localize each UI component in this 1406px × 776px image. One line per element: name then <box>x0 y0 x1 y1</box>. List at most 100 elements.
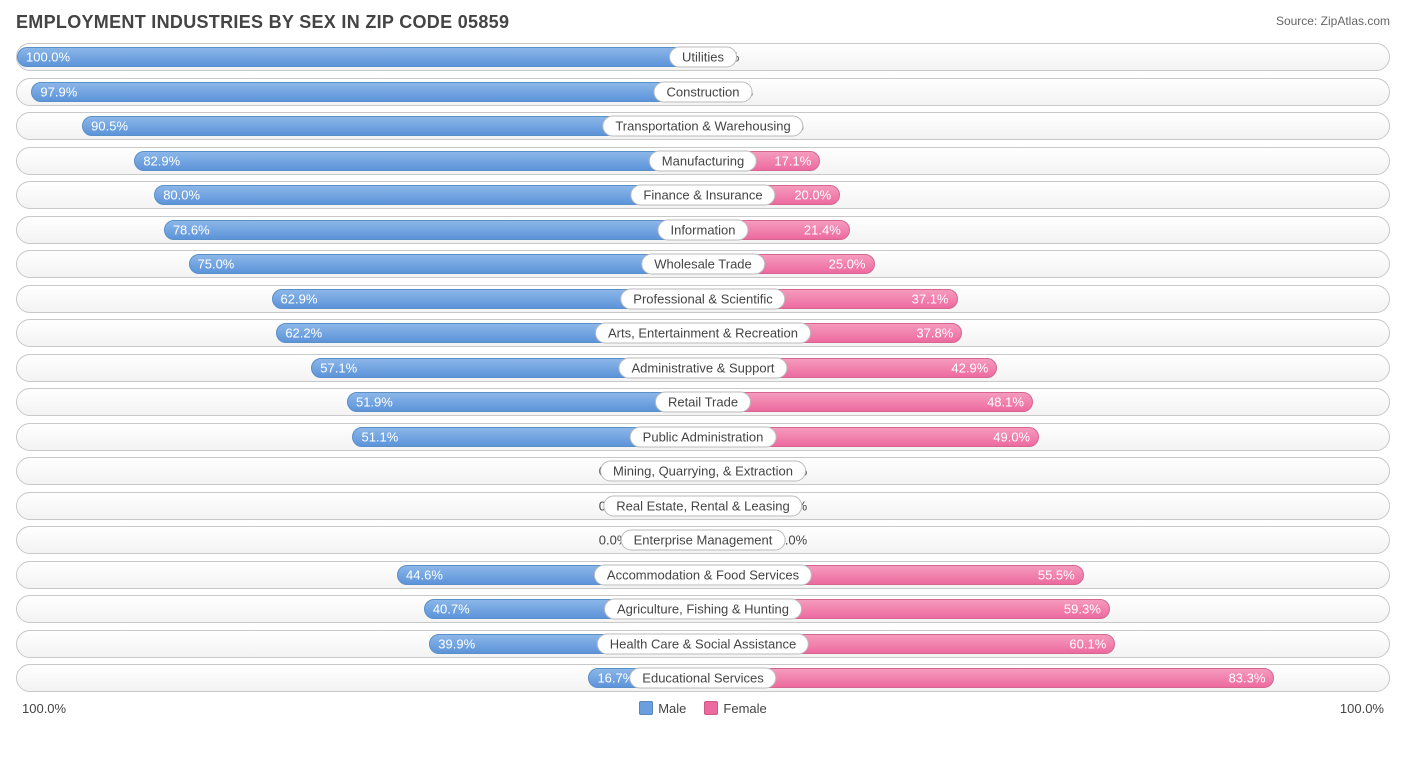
chart-area: 100.0%0.0%Utilities97.9%2.1%Construction… <box>16 43 1390 692</box>
chart-row: 90.5%9.5%Transportation & Warehousing <box>16 112 1390 140</box>
chart-row: 40.7% 59.3% Agriculture, Fishing & Hunting <box>16 595 1390 623</box>
male-bar: 51.9% <box>347 392 703 412</box>
male-half: 51.9% <box>17 389 703 415</box>
chart-row: 16.7%83.3%Educational Services <box>16 664 1390 692</box>
category-label: Agriculture, Fishing & Hunting <box>604 599 802 620</box>
female-half: 0.0% <box>703 493 1389 519</box>
female-half: 21.4% <box>703 217 1389 243</box>
female-pct-label: 17.1% <box>774 153 811 168</box>
male-half: 82.9% <box>17 148 703 174</box>
axis-right-label: 100.0% <box>1340 701 1384 716</box>
chart-row: 51.9% 48.1% Retail Trade <box>16 388 1390 416</box>
male-pct-label: 78.6% <box>173 222 210 237</box>
female-pct-label: 55.5% <box>1038 567 1075 582</box>
female-half: 59.3% <box>703 596 1389 622</box>
category-label: Construction <box>654 81 753 102</box>
male-half: 57.1% <box>17 355 703 381</box>
chart-row: 78.6% 21.4% Information <box>16 216 1390 244</box>
category-label: Accommodation & Food Services <box>594 564 812 585</box>
male-pct-label: 40.7% <box>433 602 470 617</box>
legend-female-swatch <box>704 701 718 715</box>
male-half: 97.9% <box>17 79 703 105</box>
female-pct-label: 48.1% <box>987 395 1024 410</box>
male-pct-label: 62.9% <box>281 291 318 306</box>
male-half: 75.0% <box>17 251 703 277</box>
female-pct-label: 37.8% <box>916 326 953 341</box>
male-bar: 82.9% <box>134 151 703 171</box>
male-pct-label: 80.0% <box>163 188 200 203</box>
chart-row: 0.0%0.0%Real Estate, Rental & Leasing <box>16 492 1390 520</box>
male-bar: 80.0% <box>154 185 703 205</box>
chart-row: 44.6% 55.5% Accommodation & Food Services <box>16 561 1390 589</box>
category-label: Utilities <box>669 47 737 68</box>
female-half: 49.0% <box>703 424 1389 450</box>
axis-row: 100.0% Male Female 100.0% <box>16 699 1390 716</box>
female-pct-label: 60.1% <box>1069 636 1106 651</box>
chart-row: 39.9%60.1%Health Care & Social Assistanc… <box>16 630 1390 658</box>
male-pct-label: 100.0% <box>26 50 70 65</box>
male-pct-label: 39.9% <box>438 636 475 651</box>
chart-row: 82.9% 17.1% Manufacturing <box>16 147 1390 175</box>
male-bar: 97.9% <box>31 82 703 102</box>
chart-row: 75.0% 25.0% Wholesale Trade <box>16 250 1390 278</box>
chart-row: 57.1% 42.9% Administrative & Support <box>16 354 1390 382</box>
male-half: 80.0% <box>17 182 703 208</box>
category-label: Manufacturing <box>649 150 757 171</box>
category-label: Mining, Quarrying, & Extraction <box>600 461 806 482</box>
male-pct-label: 62.2% <box>285 326 322 341</box>
female-pct-label: 59.3% <box>1064 602 1101 617</box>
female-half: 0.0% <box>703 527 1389 553</box>
legend-male-label: Male <box>658 701 686 716</box>
category-label: Real Estate, Rental & Leasing <box>603 495 802 516</box>
female-pct-label: 42.9% <box>951 360 988 375</box>
female-pct-label: 37.1% <box>912 291 949 306</box>
chart-row: 62.9% 37.1% Professional & Scientific <box>16 285 1390 313</box>
male-half: 0.0% <box>17 493 703 519</box>
male-half: 16.7% <box>17 665 703 691</box>
legend-female: Female <box>704 701 766 716</box>
male-half: 90.5% <box>17 113 703 139</box>
chart-header: EMPLOYMENT INDUSTRIES BY SEX IN ZIP CODE… <box>16 12 1390 33</box>
male-bar: 75.0% <box>189 254 704 274</box>
female-half: 42.9% <box>703 355 1389 381</box>
female-half: 48.1% <box>703 389 1389 415</box>
legend-male-swatch <box>639 701 653 715</box>
category-label: Professional & Scientific <box>620 288 785 309</box>
male-pct-label: 97.9% <box>40 84 77 99</box>
male-pct-label: 90.5% <box>91 119 128 134</box>
female-pct-label: 25.0% <box>829 257 866 272</box>
male-pct-label: 44.6% <box>406 567 443 582</box>
male-half: 78.6% <box>17 217 703 243</box>
chart-source: Source: ZipAtlas.com <box>1276 12 1390 28</box>
male-pct-label: 51.9% <box>356 395 393 410</box>
category-label: Wholesale Trade <box>641 254 765 275</box>
male-half: 0.0% <box>17 527 703 553</box>
female-half: 17.1% <box>703 148 1389 174</box>
category-label: Information <box>657 219 748 240</box>
chart-row: 80.0%20.0%Finance & Insurance <box>16 181 1390 209</box>
male-pct-label: 51.1% <box>361 429 398 444</box>
category-label: Administrative & Support <box>618 357 787 378</box>
female-half: 0.0% <box>703 44 1389 70</box>
category-label: Retail Trade <box>655 392 751 413</box>
chart-row: 62.2%37.8%Arts, Entertainment & Recreati… <box>16 319 1390 347</box>
category-label: Transportation & Warehousing <box>602 116 803 137</box>
female-pct-label: 21.4% <box>804 222 841 237</box>
legend-female-label: Female <box>723 701 766 716</box>
male-half: 40.7% <box>17 596 703 622</box>
chart-row: 0.0%0.0%Mining, Quarrying, & Extraction <box>16 457 1390 485</box>
female-pct-label: 49.0% <box>993 429 1030 444</box>
female-half: 25.0% <box>703 251 1389 277</box>
male-pct-label: 75.0% <box>198 257 235 272</box>
male-pct-label: 82.9% <box>143 153 180 168</box>
female-bar: 48.1% <box>703 392 1033 412</box>
female-half: 37.1% <box>703 286 1389 312</box>
male-pct-label: 57.1% <box>320 360 357 375</box>
chart-row: 51.1%49.0%Public Administration <box>16 423 1390 451</box>
axis-left-label: 100.0% <box>22 701 66 716</box>
chart-title: EMPLOYMENT INDUSTRIES BY SEX IN ZIP CODE… <box>16 12 509 33</box>
female-half: 2.1% <box>703 79 1389 105</box>
chart-row: 100.0% 0.0%Utilities <box>16 43 1390 71</box>
female-half: 83.3% <box>703 665 1389 691</box>
male-half: 100.0% <box>17 44 703 70</box>
